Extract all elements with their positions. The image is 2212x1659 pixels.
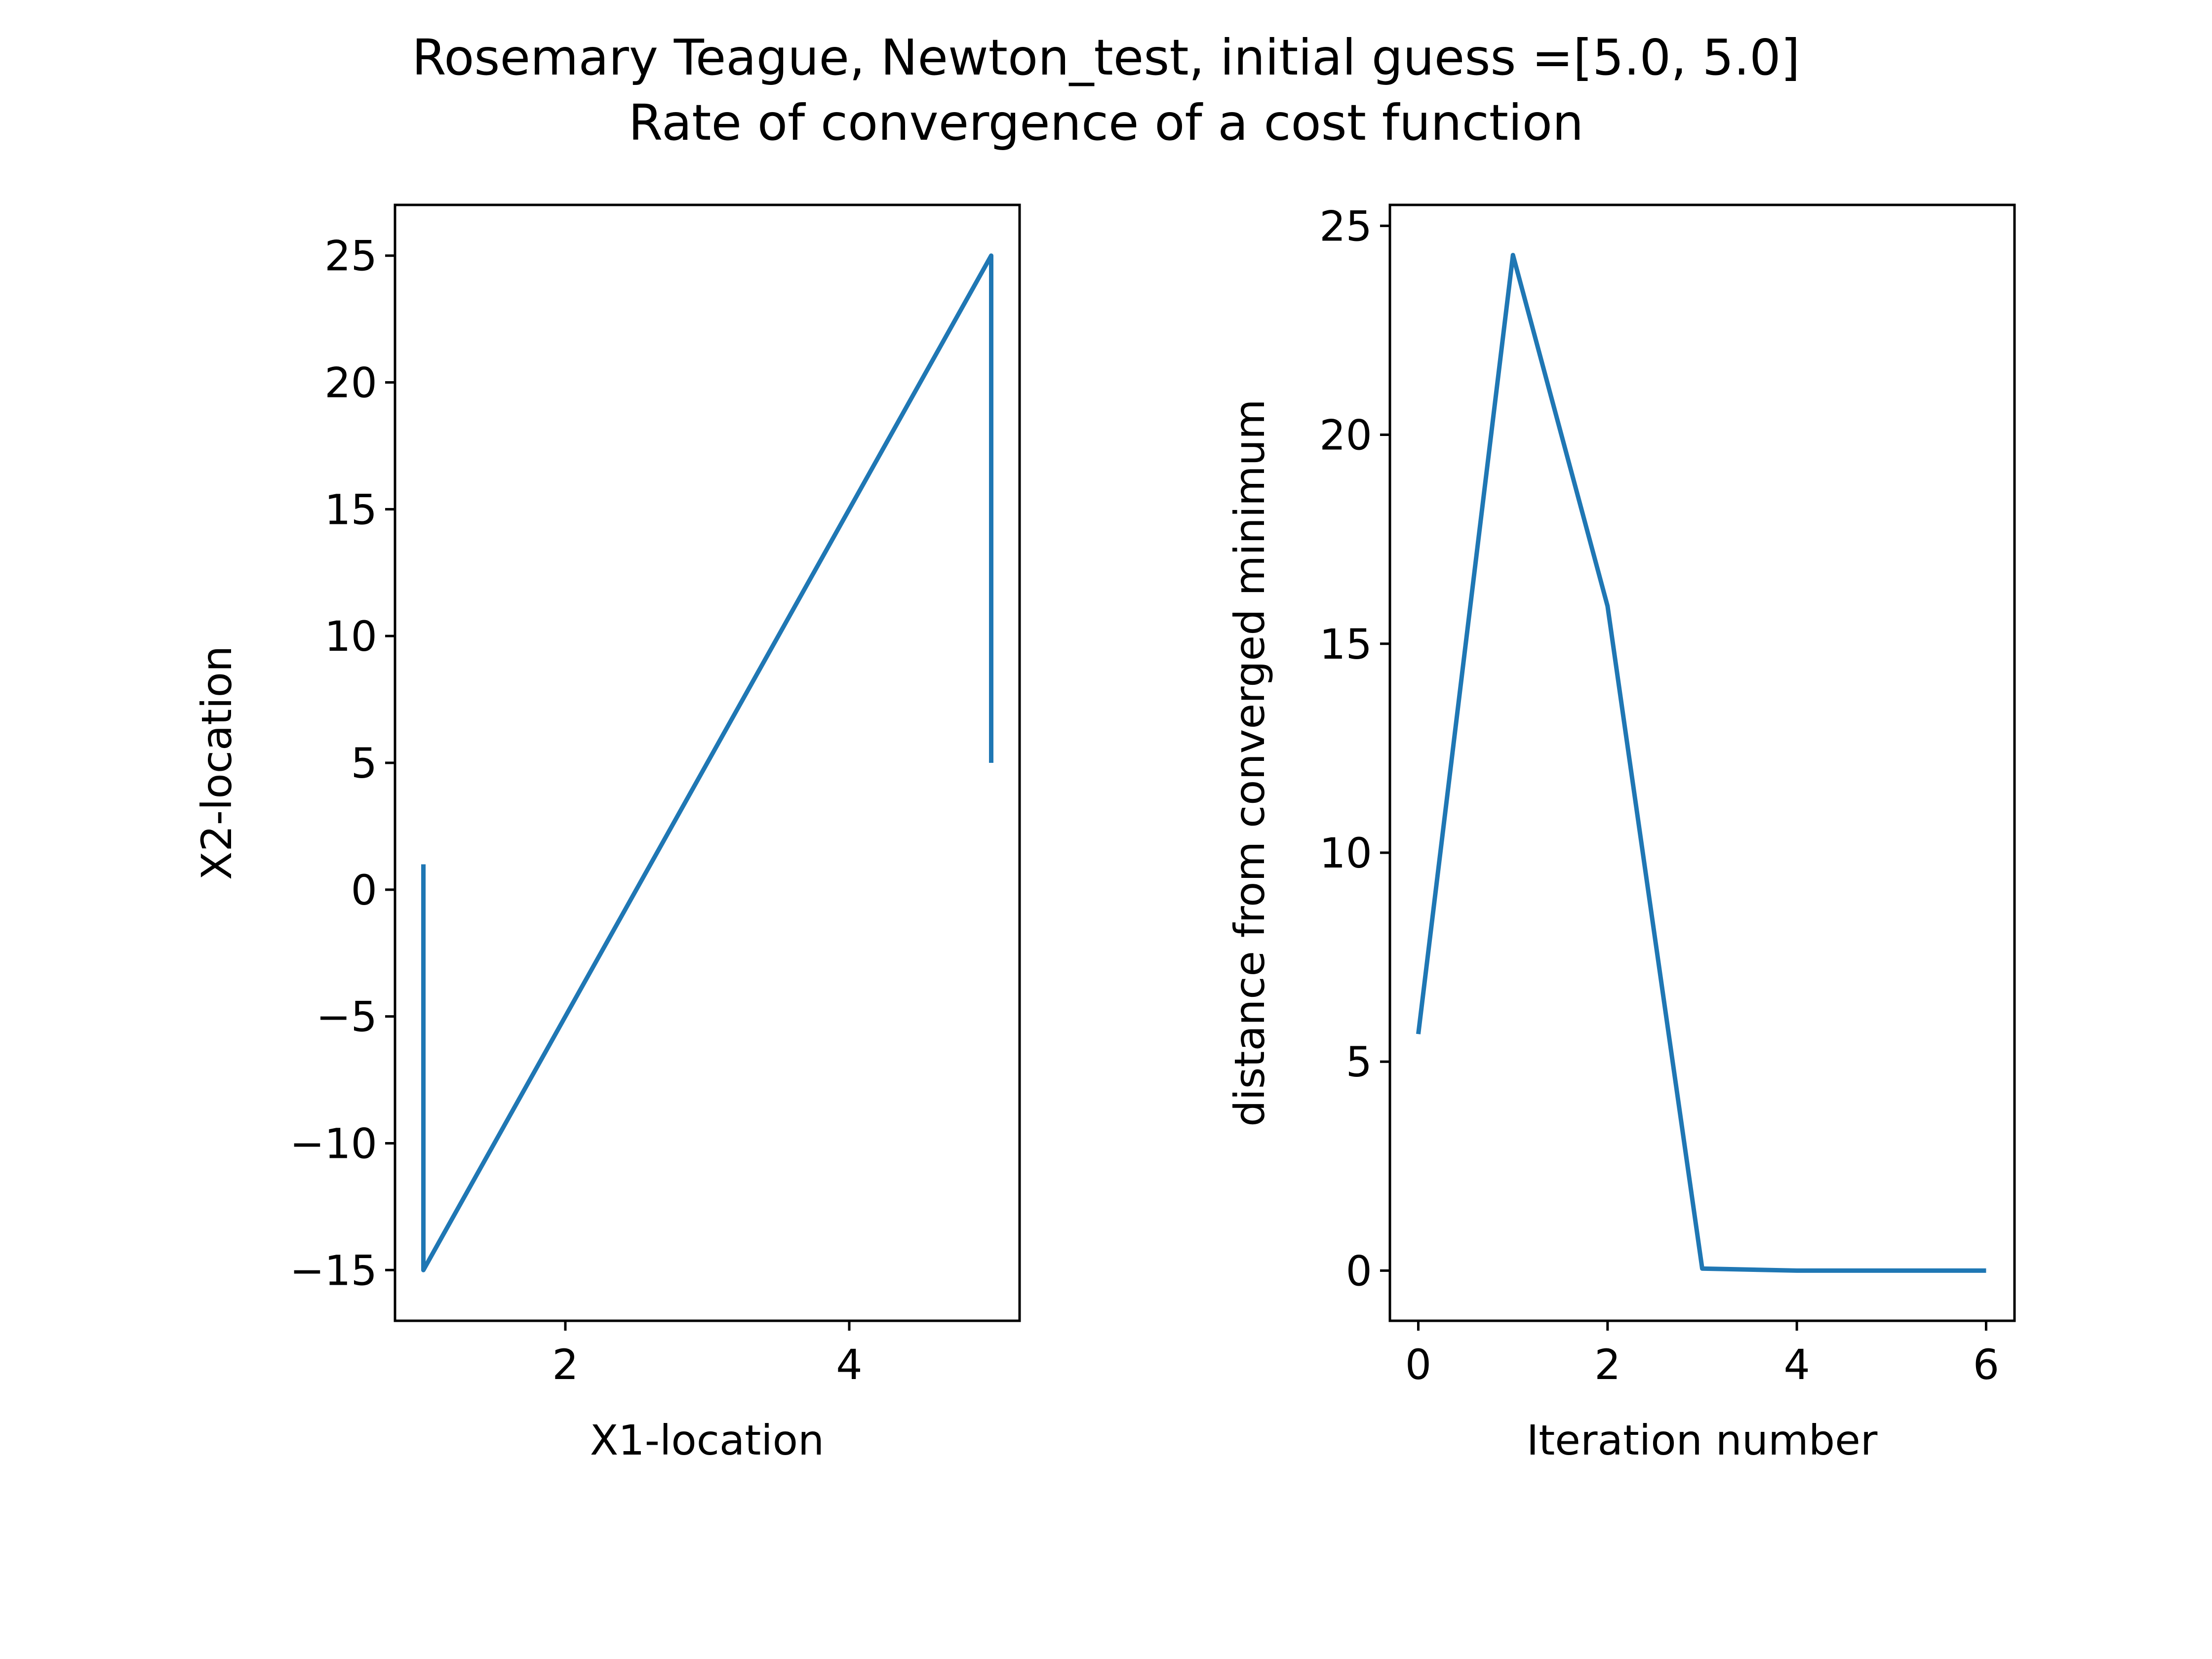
left-axes-ticks: 2 4 −15 −10 −5 0 5 10 15 20 25 bbox=[290, 232, 863, 1389]
left-plot-area bbox=[421, 253, 993, 1272]
left-x-tick-label: 2 bbox=[552, 1341, 578, 1389]
left-x-tick-label: 4 bbox=[836, 1341, 862, 1389]
right-y-tick-label: 10 bbox=[1319, 829, 1372, 877]
left-y-axis-label: X2-location bbox=[193, 646, 241, 880]
left-x-axis-label: X1-location bbox=[590, 1416, 825, 1464]
left-y-tick-label: 5 bbox=[351, 739, 377, 788]
right-x-tick-label: 4 bbox=[1783, 1341, 1810, 1389]
left-series-line bbox=[421, 253, 993, 1272]
subplot-convergence-rate: 0 2 4 6 0 5 10 15 20 25 Iteration number distance… bbox=[1225, 202, 2016, 1464]
right-y-tick-label: 15 bbox=[1319, 620, 1372, 669]
right-axes-ticks: 0 2 4 6 0 5 10 15 20 25 bbox=[1319, 202, 1999, 1389]
right-x-tick-label: 2 bbox=[1594, 1341, 1620, 1389]
right-axes-frame bbox=[1388, 203, 2016, 1322]
right-plot-area bbox=[1416, 253, 1986, 1273]
left-y-tick-label: −10 bbox=[290, 1119, 377, 1168]
right-y-tick-label: 20 bbox=[1319, 411, 1372, 460]
subplot-x1-x2-trajectory: 2 4 −15 −10 −5 0 5 10 15 20 25 X1-location X2-loca… bbox=[193, 203, 1021, 1464]
figure-title-line-2: Rate of convergence of a cost function bbox=[629, 94, 1584, 152]
right-x-tick-label: 6 bbox=[1973, 1341, 1999, 1389]
left-y-tick-label: 0 bbox=[351, 866, 377, 914]
right-y-axis-label: distance from converged minimum bbox=[1225, 399, 1274, 1127]
left-y-tick-label: −5 bbox=[316, 993, 377, 1041]
right-x-axis-label: Iteration number bbox=[1527, 1416, 1878, 1464]
left-y-tick-label: −15 bbox=[290, 1246, 377, 1295]
left-y-tick-label: 10 bbox=[324, 612, 377, 661]
left-y-tick-label: 20 bbox=[324, 359, 377, 407]
right-y-tick-label: 0 bbox=[1346, 1247, 1372, 1295]
right-series-line bbox=[1416, 253, 1986, 1273]
left-y-tick-label: 25 bbox=[324, 232, 377, 280]
right-x-tick-label: 0 bbox=[1405, 1341, 1431, 1389]
left-y-tick-label: 15 bbox=[324, 485, 377, 534]
right-y-tick-label: 5 bbox=[1346, 1038, 1372, 1086]
figure-title-line-1: Rosemary Teague, Newton_test, initial gu… bbox=[412, 29, 1800, 86]
right-y-tick-label: 25 bbox=[1319, 202, 1372, 250]
